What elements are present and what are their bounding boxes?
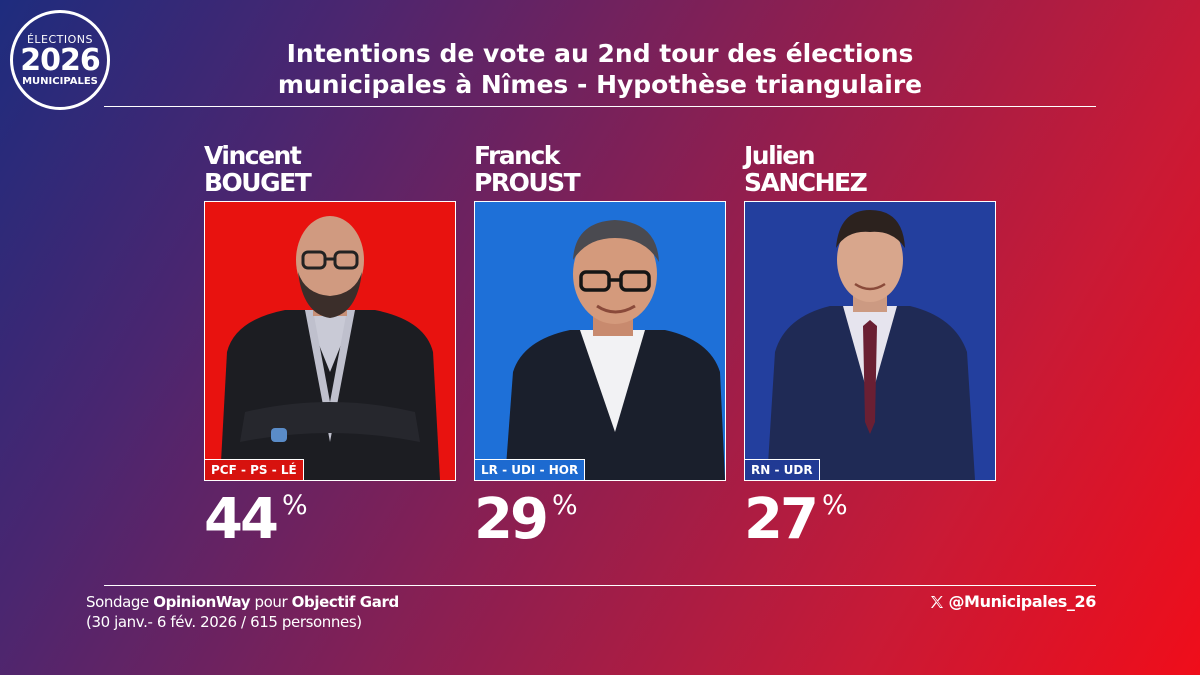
candidate-last-name: BOUGET: [204, 168, 312, 197]
percent-sign: %: [551, 490, 578, 521]
vote-share-value: 44: [204, 487, 279, 552]
candidate-photo: PCF - PS - LÉ: [204, 201, 456, 481]
x-logo-icon: [931, 595, 944, 608]
page-title: Intentions de vote au 2nd tour des élect…: [230, 38, 970, 100]
title-line-1: Intentions de vote au 2nd tour des élect…: [286, 39, 914, 68]
party-badge: LR - UDI - HOR: [475, 459, 586, 480]
person-portrait-icon: [505, 220, 725, 480]
logo-line-2: 2026: [20, 42, 100, 78]
source-institute: OpinionWay: [153, 593, 251, 611]
candidate-photo: LR - UDI - HOR: [474, 201, 726, 481]
top-divider: [104, 106, 1096, 107]
candidate-card-proust: Franck PROUST LR - UDI - HOR 29 %: [474, 141, 726, 548]
candidate-first-name: Julien: [744, 141, 816, 170]
vote-share-value: 27: [744, 487, 819, 552]
source-client: Objectif Gard: [291, 593, 400, 611]
person-portrait-icon: [220, 216, 440, 480]
logo-line-3: MUNICIPALES: [22, 75, 98, 87]
elections-2026-logo: ÉLECTIONS 2026 MUNICIPALES: [10, 10, 110, 110]
party-badge: RN - UDR: [745, 459, 820, 480]
logo-line-1: ÉLECTIONS: [26, 32, 94, 46]
social-handle[interactable]: @Municipales_26: [929, 592, 1096, 611]
candidate-photo: RN - UDR: [744, 201, 996, 481]
title-line-2: municipales à Nîmes - Hypothèse triangul…: [277, 70, 923, 99]
candidate-card-bouget: Vincent BOUGET PCF - PS - LÉ 44 %: [204, 141, 456, 548]
candidate-first-name: Franck: [474, 141, 560, 170]
percent-sign: %: [281, 490, 308, 521]
person-portrait-icon: [767, 210, 975, 480]
candidate-last-name: PROUST: [474, 168, 581, 197]
handle-text: @Municipales_26: [948, 592, 1096, 611]
source-prefix: Sondage: [86, 593, 154, 611]
candidate-card-sanchez: Julien SANCHEZ RN - UDR 27 %: [744, 141, 996, 548]
vote-share: 29 %: [474, 492, 578, 548]
bottom-divider: [104, 585, 1096, 586]
candidate-first-name: Vincent: [204, 141, 302, 170]
party-badge: PCF - PS - LÉ: [205, 459, 304, 480]
poll-source: Sondage OpinionWay pour Objectif Gard (3…: [86, 592, 399, 632]
source-details: (30 janv.- 6 fév. 2026 / 615 personnes): [86, 613, 362, 631]
source-middle: pour: [250, 593, 292, 611]
source-line: Sondage OpinionWay pour Objectif Gard: [86, 592, 399, 612]
vote-share: 27 %: [744, 492, 848, 548]
vote-share-value: 29: [474, 487, 549, 552]
percent-sign: %: [821, 490, 848, 521]
vote-share: 44 %: [204, 492, 308, 548]
candidate-last-name: SANCHEZ: [744, 168, 868, 197]
